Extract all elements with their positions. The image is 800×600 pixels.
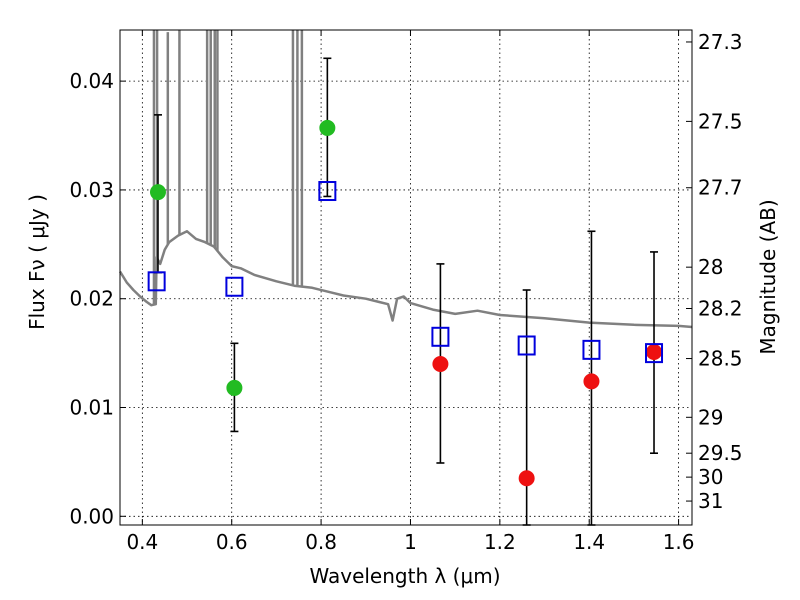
template-spectrum — [118, 30, 693, 329]
low-significance-point — [583, 373, 600, 390]
model-square-marker — [517, 335, 536, 356]
grid-lines — [120, 30, 692, 525]
detections-point — [149, 184, 166, 201]
data-markers — [147, 119, 664, 487]
detections-point — [226, 379, 243, 396]
x-tick-label: 1 — [404, 530, 417, 554]
y-tick-label: 0.02 — [69, 287, 114, 311]
magnitude-tick-label: 28 — [698, 255, 723, 279]
y-axis-label: Flux Fν ( μJy ) — [25, 194, 49, 330]
spectrum-continuum — [118, 230, 693, 329]
x-tick-label: 0.4 — [126, 530, 158, 554]
magnitude-tick-label: 28.5 — [698, 347, 743, 371]
model-square-marker — [645, 343, 664, 364]
low-significance-point — [518, 470, 535, 487]
magnitude-tick-label: 27.3 — [698, 30, 743, 54]
x-tick-label: 1.6 — [663, 530, 695, 554]
magnitude-tick-label: 28.2 — [698, 297, 743, 321]
model-square-marker — [582, 339, 601, 360]
magnitude-tick-label: 31 — [698, 489, 723, 513]
magnitude-tick-label: 27.5 — [698, 109, 743, 133]
magnitude-tick-label: 30 — [698, 465, 723, 489]
low-significance-point — [432, 355, 449, 372]
model-square-marker — [318, 181, 337, 202]
error-bars — [153, 57, 659, 526]
x-axis-label: Wavelength λ (μm) — [309, 564, 500, 588]
model-square-marker — [431, 326, 450, 347]
x-tick-label: 1.2 — [484, 530, 516, 554]
model-square-marker — [225, 276, 244, 297]
plot-frame — [119, 29, 693, 526]
x-tick-label: 0.8 — [305, 530, 337, 554]
low-significance-point — [646, 344, 663, 361]
axis-ticks — [120, 30, 692, 525]
magnitude-tick-label: 29 — [698, 405, 723, 429]
model-square-marker — [147, 271, 166, 292]
y-tick-label: 0.03 — [69, 178, 114, 202]
y-tick-label: 0.01 — [69, 396, 114, 420]
x-tick-labels: 0.4 0.6 0.8 1 1.2 1.4 1.6 — [126, 530, 694, 554]
x-tick-label: 1.4 — [573, 530, 605, 554]
y-tick-label: 0.04 — [69, 69, 114, 93]
y-tick-label: 0.00 — [69, 504, 114, 528]
magnitude-axis-label: Magnitude (AB) — [756, 199, 780, 354]
detections-point — [319, 119, 336, 136]
magnitude-tick-label: 27.7 — [698, 176, 743, 200]
y-tick-labels: 0.00 0.01 0.02 0.03 0.04 — [69, 69, 114, 528]
x-tick-label: 0.6 — [216, 530, 248, 554]
magnitude-tick-label: 29.5 — [698, 441, 743, 465]
